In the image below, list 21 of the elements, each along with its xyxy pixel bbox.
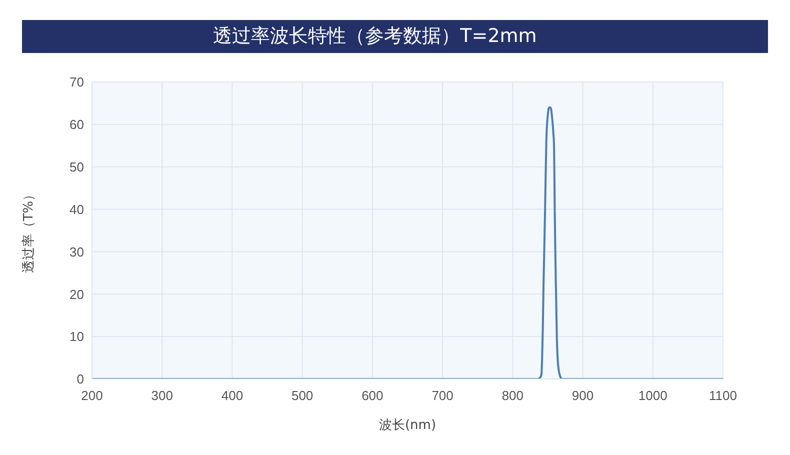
y-tick-label: 0 (76, 372, 84, 387)
x-tick-label: 900 (572, 388, 594, 404)
y-tick-label: 10 (70, 329, 84, 344)
y-tick-label: 70 (70, 74, 84, 90)
x-tick-label: 1000 (638, 388, 668, 404)
x-tick-label: 800 (502, 388, 524, 404)
x-tick-label: 200 (81, 388, 103, 404)
x-tick-label: 600 (362, 388, 384, 404)
x-tick-label: 300 (151, 388, 173, 404)
chart-title: 透过率波长特性（参考数据）T=2mm (213, 25, 537, 47)
x-tick-label: 500 (291, 388, 314, 404)
x-tick-label: 1100 (709, 388, 737, 404)
x-axis-title: 波长(nm) (378, 418, 436, 433)
y-tick-label: 40 (70, 202, 84, 217)
x-tick-label: 700 (432, 388, 454, 404)
y-tick-label: 50 (70, 159, 84, 174)
y-tick-label: 30 (70, 244, 84, 260)
y-tick-label: 20 (70, 286, 84, 302)
y-axis-title: 透过率（T%） (20, 188, 37, 274)
y-tick-label: 60 (70, 117, 84, 132)
x-tick-label: 400 (221, 388, 244, 404)
